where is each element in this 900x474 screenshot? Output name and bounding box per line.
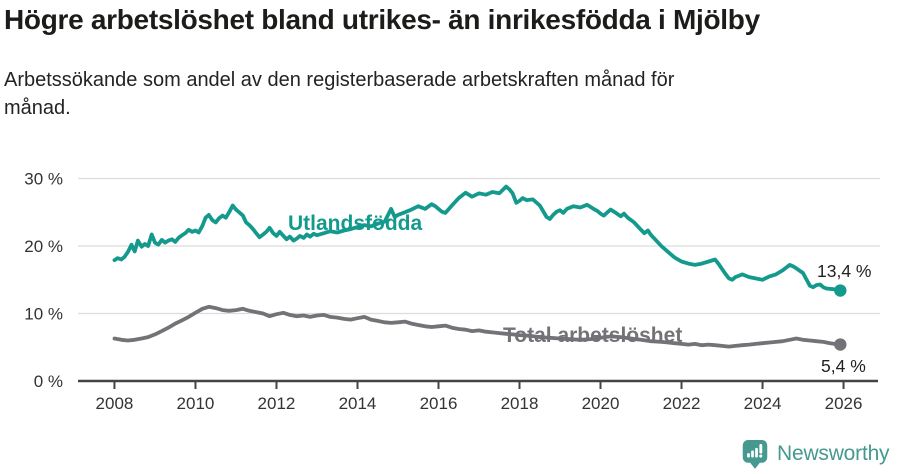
y-axis-tick-label: 10 % xyxy=(24,305,63,324)
total-series-label: Total arbetslöshet xyxy=(503,324,682,347)
newsworthy-link[interactable]: Newsworthy xyxy=(741,438,890,470)
utlandsfodda-end-dot xyxy=(834,284,847,297)
utlandsfodda-line xyxy=(112,184,843,293)
newsworthy-wordmark: Newsworthy xyxy=(777,442,890,465)
utlandsfodda-end-value: 13,4 % xyxy=(817,261,871,281)
total-end-dot xyxy=(834,338,847,351)
x-axis-tick-label: 2016 xyxy=(420,394,458,413)
y-axis-tick-label: 0 % xyxy=(34,372,63,391)
x-axis-tick-label: 2022 xyxy=(663,394,701,413)
total-end-value: 5,4 % xyxy=(821,356,866,376)
x-axis-tick-label: 2026 xyxy=(825,394,863,413)
x-axis-tick-label: 2014 xyxy=(339,394,377,413)
utlandsfodda-series-label: Utlandsfödda xyxy=(288,212,422,235)
x-axis-tick-label: 2020 xyxy=(582,394,620,413)
x-axis-tick-label: 2012 xyxy=(258,394,296,413)
x-axis-tick-label: 2024 xyxy=(744,394,782,413)
page-title: Högre arbetslöshet bland utrikes- än inr… xyxy=(4,4,760,35)
y-axis-tick-label: 30 % xyxy=(24,170,63,189)
x-axis-tick-label: 2018 xyxy=(501,394,539,413)
x-axis-tick-label: 2008 xyxy=(96,394,134,413)
page-subtitle: Arbetssökande som andel av den registerb… xyxy=(4,69,675,119)
newsworthy-logo-icon xyxy=(742,440,768,469)
x-axis-tick-label: 2010 xyxy=(177,394,215,413)
y-axis-tick-label: 20 % xyxy=(24,237,63,256)
total-line xyxy=(112,304,843,349)
